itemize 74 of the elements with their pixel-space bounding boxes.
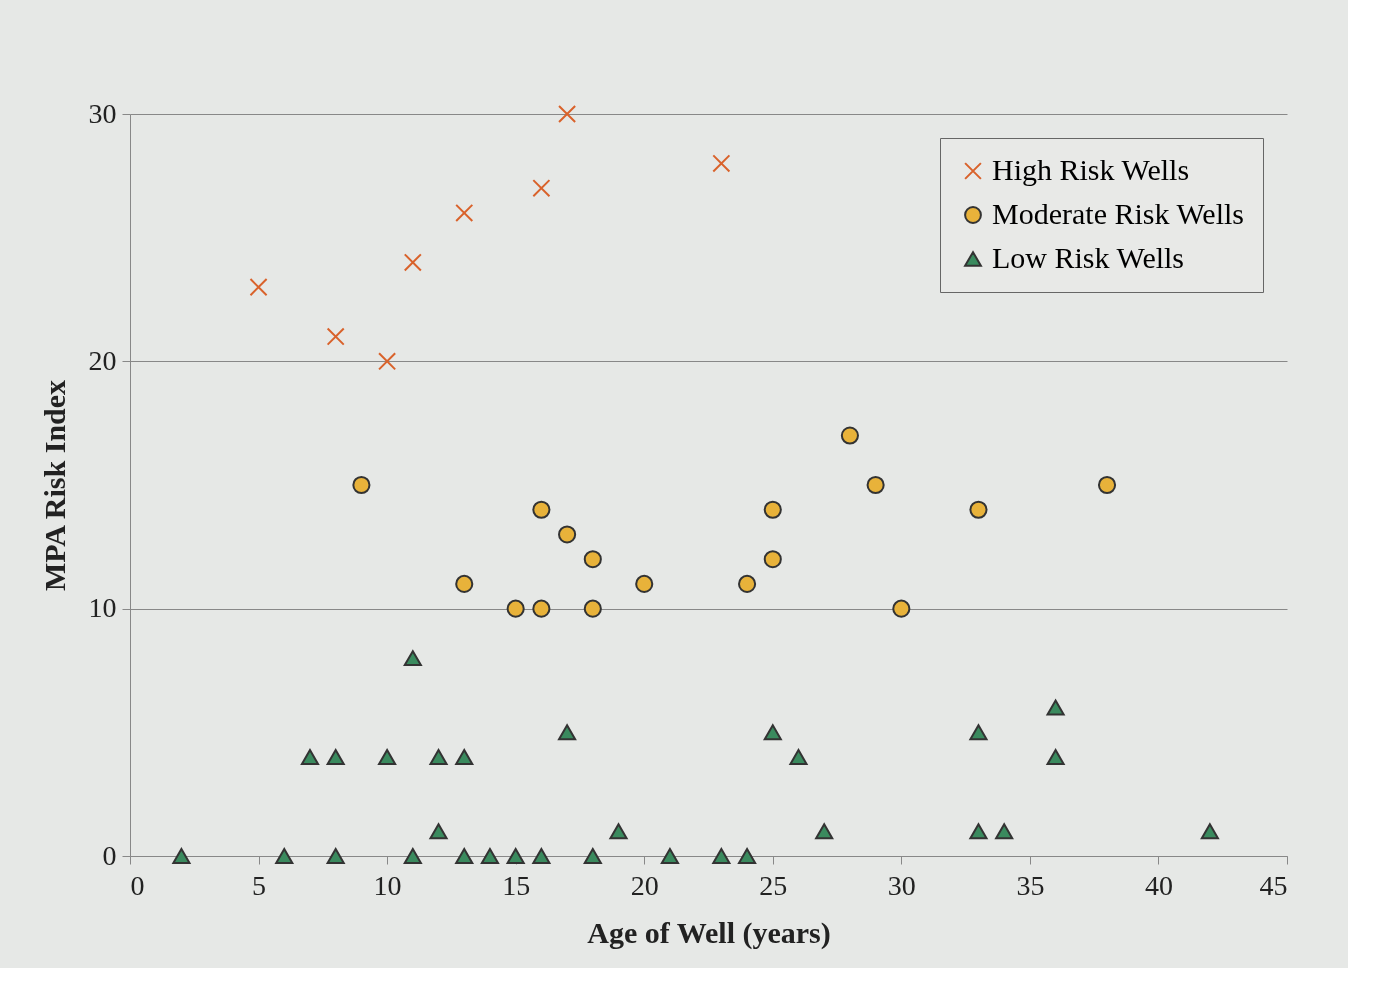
point	[712, 848, 731, 864]
x-tick-label: 15	[502, 869, 531, 901]
legend-label: Low Risk Wells	[992, 241, 1185, 274]
point	[480, 848, 500, 864]
point	[532, 848, 551, 864]
point	[583, 599, 602, 618]
point	[249, 278, 268, 297]
point	[455, 848, 474, 864]
point	[378, 352, 397, 371]
point	[1200, 823, 1219, 840]
point	[378, 749, 397, 766]
x-tick-label: 20	[630, 869, 659, 901]
point	[866, 475, 885, 495]
point	[403, 650, 422, 667]
y-axis-title: MPA Risk Index	[37, 379, 71, 592]
x-tick-label: 5	[252, 869, 267, 901]
point	[532, 179, 551, 198]
point	[403, 848, 422, 864]
x-tick-label: 40	[1144, 869, 1173, 901]
point	[300, 749, 320, 766]
point	[583, 848, 602, 864]
point	[969, 823, 988, 840]
point	[738, 574, 757, 593]
point	[455, 749, 474, 766]
point	[660, 848, 679, 864]
point	[1097, 475, 1117, 495]
point	[558, 104, 577, 124]
x-tick-label: 10	[373, 869, 402, 901]
point	[712, 154, 731, 173]
y-tick-label: 10	[88, 592, 117, 624]
point	[429, 749, 448, 766]
y-tick-label: 30	[88, 97, 117, 129]
point	[763, 724, 782, 741]
point	[558, 525, 577, 544]
point	[763, 550, 782, 569]
point	[635, 574, 654, 593]
x-tick-label: 25	[759, 869, 788, 901]
point	[429, 823, 448, 840]
point	[763, 500, 782, 519]
point	[789, 749, 808, 766]
point	[506, 599, 525, 618]
point	[892, 599, 911, 618]
x-tick-label: 35	[1016, 869, 1045, 901]
point	[840, 426, 859, 445]
point	[1046, 749, 1065, 766]
point	[558, 724, 577, 741]
point	[609, 823, 628, 840]
x-tick-label: 0	[130, 869, 145, 901]
point	[352, 475, 371, 495]
x-axis-title: Age of Well (years)	[587, 915, 831, 950]
point	[532, 500, 551, 519]
point	[455, 203, 474, 222]
legend-label: Moderate Risk Wells	[992, 197, 1244, 230]
x-tick-label: 30	[887, 869, 916, 901]
point	[403, 253, 422, 272]
point	[583, 550, 602, 569]
point	[506, 848, 525, 864]
point	[326, 848, 345, 864]
y-tick-label: 20	[88, 344, 117, 376]
point	[969, 724, 988, 741]
x-tick-label: 45	[1259, 869, 1288, 901]
point	[455, 574, 474, 593]
point	[532, 599, 551, 618]
point	[738, 848, 757, 864]
point	[995, 823, 1014, 840]
y-tick-label: 0	[102, 839, 117, 871]
legend-label: High Risk Wells	[992, 153, 1190, 186]
point	[326, 327, 345, 346]
point	[1046, 699, 1065, 716]
point	[815, 823, 834, 840]
point	[275, 848, 294, 864]
point	[172, 848, 191, 864]
point	[969, 500, 988, 519]
point	[326, 749, 345, 766]
